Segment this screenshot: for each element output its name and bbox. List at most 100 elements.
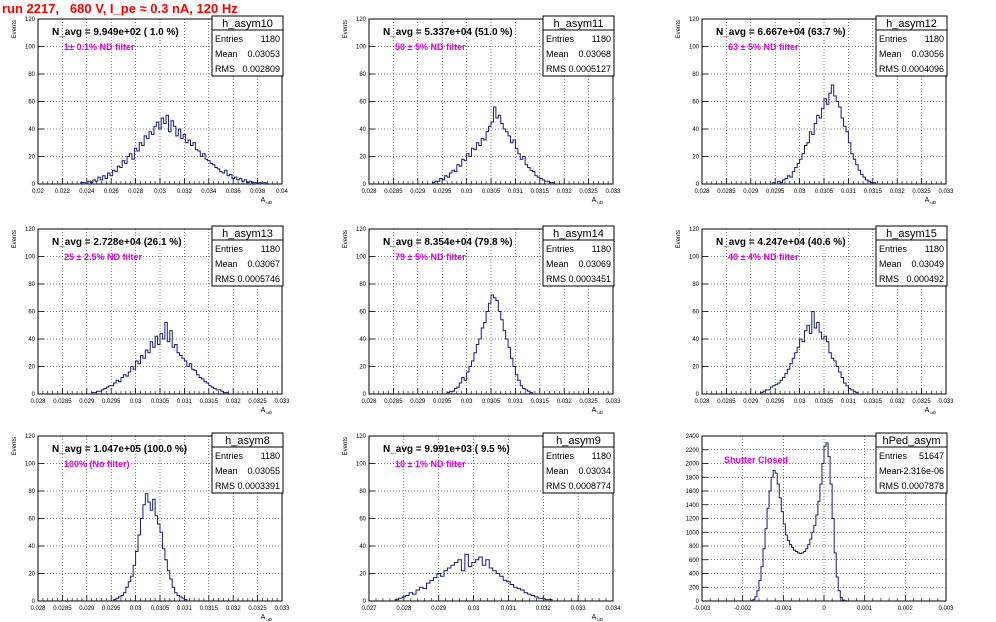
- y-tick-label: 1600: [686, 489, 700, 495]
- stats-key: RMS: [215, 274, 235, 284]
- y-tick-label: 2000: [686, 462, 700, 468]
- y-tick-label: 120: [689, 227, 700, 233]
- y-tick-label: 120: [25, 17, 36, 23]
- x-axis-title: AuD: [261, 614, 273, 622]
- x-axis-title: AuD: [592, 614, 604, 622]
- x-tick-label: 0.0315: [531, 399, 550, 405]
- y-tick-label: 60: [359, 517, 366, 523]
- x-tick-label: 0.027: [361, 606, 377, 612]
- filter-label: 100% (No filter): [64, 459, 130, 469]
- y-tick-label: 60: [692, 100, 699, 106]
- x-tick-label: 0.034: [605, 606, 621, 612]
- x-tick-label: 0.003: [938, 606, 954, 612]
- stats-value: 0.03068: [578, 49, 611, 59]
- histogram-line: [394, 553, 553, 601]
- y-tick-label: 600: [689, 558, 700, 564]
- y-tick-label: 100: [689, 45, 700, 51]
- y-tick-label: 100: [356, 255, 367, 261]
- y-axis-title: Events: [676, 230, 682, 248]
- x-axis-title: AuD: [261, 407, 273, 415]
- stats-value: 1180: [592, 451, 611, 461]
- x-tick-label: 0.0295: [766, 399, 785, 405]
- y-tick-label: 40: [28, 127, 35, 133]
- y-tick-label: 20: [28, 365, 35, 371]
- histogram-line: [760, 311, 859, 394]
- y-tick-label: 120: [356, 227, 367, 233]
- x-tick-label: 0.02: [32, 189, 44, 195]
- y-tick-label: 80: [28, 72, 35, 78]
- stats-key: Mean: [879, 259, 902, 269]
- x-tick-label: 0.0325: [248, 606, 267, 612]
- stats-title: h_asym13: [222, 228, 273, 240]
- x-tick-label: 0.03: [154, 189, 166, 195]
- y-tick-label: 60: [28, 100, 35, 106]
- histogram-line: [91, 322, 229, 394]
- x-tick-label: 0.033: [605, 189, 621, 195]
- stats-value: 0.03056: [911, 49, 944, 59]
- x-tick-label: 0.0315: [200, 606, 219, 612]
- stats-value: 1180: [925, 34, 944, 44]
- x-tick-label: 0.0295: [433, 189, 452, 195]
- x-tick-label: 0.028: [30, 606, 46, 612]
- stats-value: 0.0003391: [237, 481, 280, 491]
- stats-key: Mean: [215, 466, 238, 476]
- y-tick-label: 1000: [686, 530, 700, 536]
- stats-box: [542, 432, 615, 494]
- y-tick-label: 100: [356, 45, 367, 51]
- x-tick-label: 0.032: [226, 606, 242, 612]
- y-tick-label: 0: [363, 182, 367, 188]
- x-tick-label: 0.031: [508, 399, 524, 405]
- y-axis-title: Events: [343, 230, 349, 248]
- stats-key: Mean: [215, 259, 238, 269]
- filter-label: 1± 0.1% ND filter: [64, 42, 135, 52]
- stats-key: Mean: [215, 49, 238, 59]
- x-tick-label: 0.032: [557, 189, 573, 195]
- x-tick-label: 0.036: [226, 189, 242, 195]
- x-tick-label: 0.0305: [151, 399, 170, 405]
- stats-value: 0.002809: [242, 64, 280, 74]
- y-tick-label: 120: [25, 227, 36, 233]
- x-tick-label: 0.038: [250, 189, 266, 195]
- filter-label: Shutter Closed: [724, 455, 788, 465]
- stats-box: [542, 225, 615, 287]
- navg-label: N_avg = 9.991e+03 ( 9.5 %): [383, 444, 510, 455]
- stats-key: Entries: [215, 451, 244, 461]
- x-tick-label: 0.0315: [531, 189, 550, 195]
- y-tick-label: 40: [692, 337, 699, 343]
- panel-h_asym8: 0.028 0.0285 0.029 0.0295 0.03 0.0305 0.031 0.0…: [12, 432, 290, 622]
- panel-h_asym12: 0.028 0.0285 0.029 0.0295 0.03 0.0305 0.031 0.0…: [676, 15, 954, 205]
- x-tick-label: 0.0295: [102, 399, 121, 405]
- y-tick-label: 60: [359, 310, 366, 316]
- x-tick-label: 0.0315: [200, 399, 219, 405]
- x-tick-label: 0.0285: [384, 399, 403, 405]
- stats-value: 0.03067: [247, 259, 280, 269]
- stats-title: h_asym8: [225, 435, 270, 447]
- panel-h_asym11: 0.028 0.0285 0.029 0.0295 0.03 0.0305 0.031 0.0…: [343, 15, 621, 205]
- filter-label: 50 ± 5% ND filter: [395, 42, 466, 52]
- y-tick-label: 60: [28, 517, 35, 523]
- x-axis-title: AuD: [925, 197, 937, 205]
- x-tick-label: 0.03: [461, 189, 473, 195]
- x-axis-title: AuD: [925, 407, 937, 415]
- stats-key: Mean: [546, 49, 569, 59]
- stats-key: Mean: [879, 49, 902, 59]
- y-tick-label: 0: [32, 599, 36, 605]
- y-tick-label: 40: [359, 544, 366, 550]
- x-tick-label: 0.0305: [151, 606, 170, 612]
- x-tick-label: 0.026: [104, 189, 120, 195]
- y-axis-title: Events: [12, 20, 18, 38]
- x-tick-label: 0.03: [130, 606, 142, 612]
- x-tick-label: 0.0315: [864, 399, 883, 405]
- stats-box: [211, 15, 284, 77]
- x-tick-label: 0: [822, 606, 826, 612]
- y-tick-label: 80: [359, 489, 366, 495]
- y-tick-label: 80: [28, 489, 35, 495]
- stats-value: 1180: [925, 244, 944, 254]
- stats-box: [542, 15, 615, 77]
- y-tick-label: 2400: [686, 434, 700, 440]
- x-tick-label: 0.032: [226, 399, 242, 405]
- stats-key: RMS: [879, 64, 899, 74]
- y-tick-label: 20: [692, 155, 699, 161]
- stats-value: -2.316e-06: [900, 466, 944, 476]
- stats-value: 1180: [261, 451, 280, 461]
